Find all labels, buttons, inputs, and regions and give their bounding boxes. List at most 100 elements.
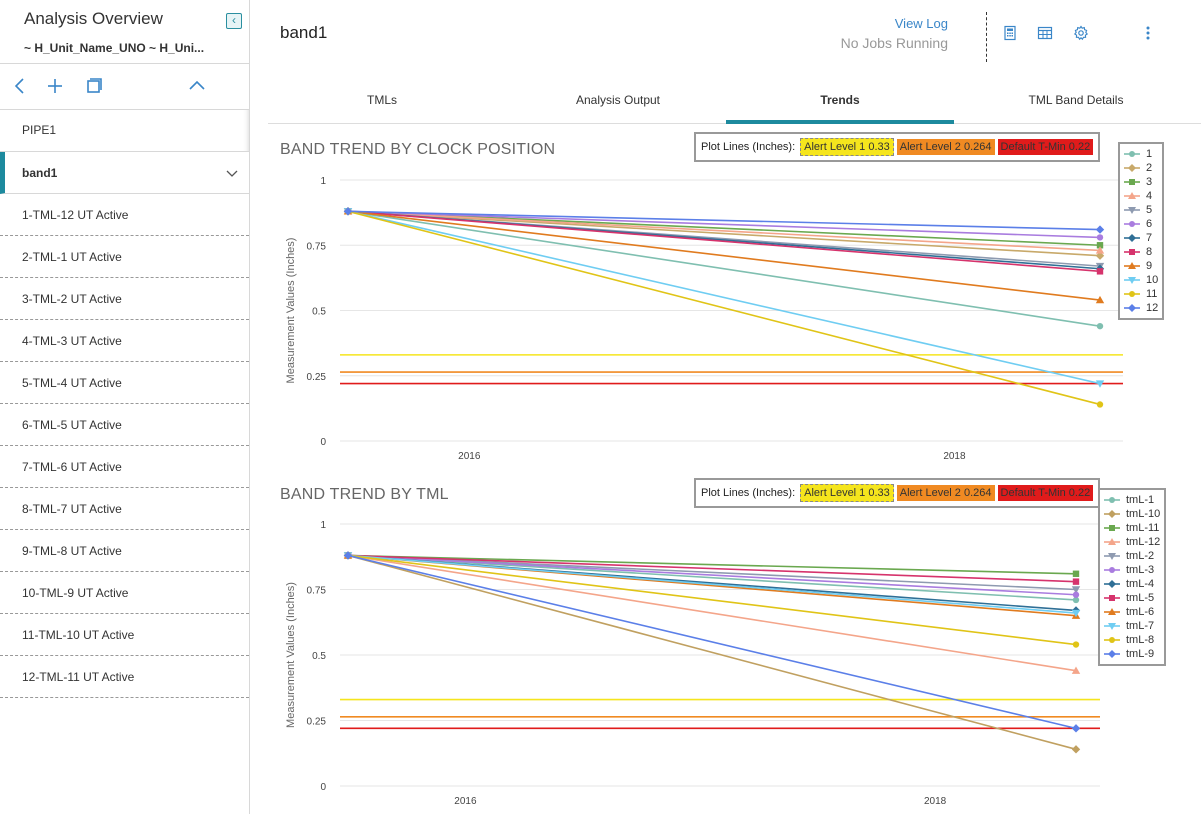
legend-entry[interactable]: tmL-7 — [1104, 619, 1160, 633]
data-point[interactable] — [1096, 234, 1104, 241]
sidebar-item-tml[interactable]: 3-TML-2 UT Active — [0, 278, 249, 320]
legend-entry[interactable]: tmL-10 — [1104, 507, 1160, 521]
legend-label: tmL-6 — [1126, 606, 1155, 618]
data-point[interactable] — [1071, 724, 1081, 733]
legend-entry[interactable]: 1 — [1124, 147, 1158, 161]
legend-entry[interactable]: 5 — [1124, 203, 1158, 217]
legend-marker[interactable] — [1108, 538, 1116, 545]
data-point[interactable] — [1072, 641, 1080, 648]
sidebar-item-tml[interactable]: 1-TML-12 UT Active — [0, 194, 249, 236]
legend-marker[interactable] — [1109, 567, 1115, 573]
sidebar-item-band1[interactable]: band1 — [0, 152, 249, 194]
legend-entry[interactable]: tmL-2 — [1104, 549, 1160, 563]
data-point[interactable] — [1071, 586, 1081, 594]
data-point[interactable] — [1072, 591, 1080, 598]
legend-entry[interactable]: 12 — [1124, 301, 1158, 315]
legend-marker[interactable] — [1129, 221, 1135, 227]
data-point[interactable] — [1095, 380, 1105, 388]
view-log-link[interactable]: View Log — [894, 16, 948, 31]
data-point[interactable] — [1096, 401, 1104, 408]
legend-marker[interactable] — [1108, 580, 1116, 588]
sidebar-item-pipe1[interactable]: PIPE1 — [0, 110, 249, 152]
legend-marker[interactable] — [1108, 510, 1116, 518]
legend-entry[interactable]: 10 — [1124, 273, 1158, 287]
more-vertical-icon[interactable] — [1140, 25, 1156, 41]
legend-marker[interactable] — [1128, 164, 1136, 172]
legend-marker[interactable] — [1128, 234, 1136, 242]
legend-marker[interactable] — [1128, 192, 1136, 199]
data-point[interactable] — [1071, 666, 1081, 674]
legend-entry[interactable]: 8 — [1124, 245, 1158, 259]
table-icon[interactable] — [1037, 25, 1053, 41]
legend-entry[interactable]: tmL-5 — [1104, 591, 1160, 605]
sidebar-item-tml[interactable]: 7-TML-6 UT Active — [0, 446, 249, 488]
legend-marker[interactable] — [1109, 497, 1115, 503]
legend-marker[interactable] — [1128, 277, 1136, 284]
legend-marker[interactable] — [1108, 608, 1116, 615]
data-point[interactable] — [1071, 609, 1081, 618]
sidebar-item-tml[interactable]: 10-TML-9 UT Active — [0, 572, 249, 614]
legend-entry[interactable]: 7 — [1124, 231, 1158, 245]
series-line — [347, 210, 1101, 406]
data-point[interactable] — [1096, 268, 1104, 275]
sidebar-item-tml[interactable]: 8-TML-7 UT Active — [0, 488, 249, 530]
tab-analysis-output[interactable]: Analysis Output — [575, 93, 661, 107]
legend-entry[interactable]: 11 — [1124, 287, 1158, 301]
data-point[interactable] — [1072, 570, 1080, 577]
legend-marker[interactable] — [1108, 650, 1116, 658]
sidebar-item-tml[interactable]: 11-TML-10 UT Active — [0, 614, 249, 656]
legend-entry[interactable]: 9 — [1124, 259, 1158, 273]
legend-entry[interactable]: 4 — [1124, 189, 1158, 203]
legend-marker[interactable] — [1129, 151, 1135, 157]
legend-marker[interactable] — [1128, 304, 1136, 312]
legend-entry[interactable]: tmL-9 — [1104, 647, 1160, 661]
legend-entry[interactable]: tmL-3 — [1104, 563, 1160, 577]
legend-marker[interactable] — [1109, 525, 1115, 531]
back-arrow-icon[interactable] — [8, 74, 32, 98]
legend-marker[interactable] — [1109, 595, 1115, 601]
legend-entry[interactable]: tmL-8 — [1104, 633, 1160, 647]
chevron-up-icon[interactable] — [185, 74, 209, 98]
sidebar-item-tml[interactable]: 2-TML-1 UT Active — [0, 236, 249, 278]
collapse-sidebar-button[interactable]: ‹ — [226, 13, 242, 29]
add-icon[interactable] — [43, 74, 67, 98]
data-point[interactable] — [1095, 225, 1105, 234]
legend-entry[interactable]: tmL-1 — [1104, 493, 1160, 507]
legend-marker[interactable] — [1108, 553, 1116, 560]
data-point[interactable] — [343, 551, 353, 560]
calculator-icon[interactable] — [1002, 25, 1018, 41]
legend-entry[interactable]: 3 — [1124, 175, 1158, 189]
tab-trends[interactable]: Trends — [726, 82, 954, 124]
sidebar-item-tml[interactable]: 6-TML-5 UT Active — [0, 404, 249, 446]
legend-entry[interactable]: tmL-11 — [1104, 521, 1160, 535]
copy-icon[interactable] — [82, 74, 106, 98]
legend-marker[interactable] — [1129, 179, 1135, 185]
data-point[interactable] — [343, 207, 353, 216]
data-point[interactable] — [1072, 578, 1080, 585]
sidebar-item-tml[interactable]: 9-TML-8 UT Active — [0, 530, 249, 572]
sidebar-item-tml[interactable]: 5-TML-4 UT Active — [0, 362, 249, 404]
legend-marker[interactable] — [1108, 623, 1116, 630]
legend-marker[interactable] — [1128, 207, 1136, 214]
legend-marker[interactable] — [1128, 262, 1136, 269]
data-point[interactable] — [1095, 295, 1105, 304]
data-point[interactable] — [1095, 246, 1105, 254]
sidebar-item-tml[interactable]: 12-TML-11 UT Active — [0, 656, 249, 698]
tab-tml-band-details[interactable]: TML Band Details — [1028, 93, 1124, 107]
chevron-down-icon[interactable] — [225, 166, 239, 180]
data-point[interactable] — [1096, 242, 1104, 249]
legend-marker[interactable] — [1109, 637, 1115, 643]
legend-entry[interactable]: 6 — [1124, 217, 1158, 231]
data-point[interactable] — [1096, 322, 1104, 330]
sidebar-item-tml[interactable]: 4-TML-3 UT Active — [0, 320, 249, 362]
data-point[interactable] — [1071, 745, 1081, 754]
legend-marker[interactable] — [1129, 249, 1135, 255]
tab-tmls[interactable]: TMLs — [367, 93, 397, 107]
legend-entry[interactable]: 2 — [1124, 161, 1158, 175]
legend-entry[interactable]: tmL-12 — [1104, 535, 1160, 549]
legend-entry[interactable]: tmL-4 — [1104, 577, 1160, 591]
gear-icon[interactable] — [1073, 25, 1089, 41]
legend-entry[interactable]: tmL-6 — [1104, 605, 1160, 619]
legend-marker[interactable] — [1129, 291, 1135, 297]
data-point[interactable] — [1072, 596, 1080, 604]
